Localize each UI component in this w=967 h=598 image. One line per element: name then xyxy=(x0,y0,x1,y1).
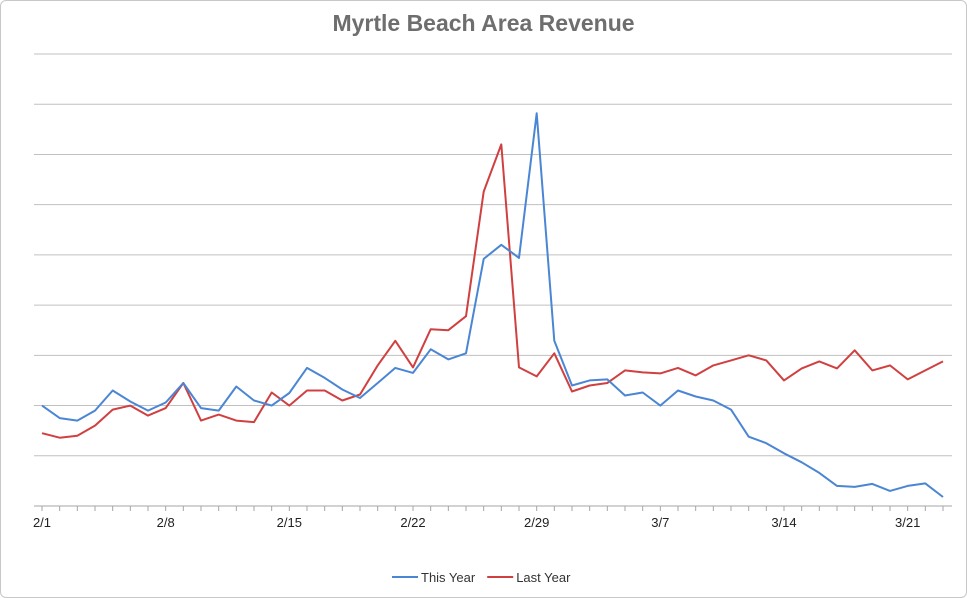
legend-label-last-year: Last Year xyxy=(516,570,571,585)
series-line-last-year xyxy=(41,143,944,439)
x-tick-label: 2/1 xyxy=(33,515,51,530)
series-line-this-year xyxy=(41,112,944,498)
x-tick-label: 2/29 xyxy=(524,515,549,530)
series-lines xyxy=(41,112,944,498)
legend-label-this-year: This Year xyxy=(421,570,476,585)
x-tick-label: 3/7 xyxy=(651,515,669,530)
chart-title: Myrtle Beach Area Revenue xyxy=(332,10,635,36)
x-tick-label: 2/22 xyxy=(400,515,425,530)
x-tick-label: 2/15 xyxy=(277,515,302,530)
x-tick-label: 3/14 xyxy=(771,515,796,530)
legend: This Year Last Year xyxy=(392,570,571,585)
x-tick-label: 2/8 xyxy=(157,515,175,530)
gridlines xyxy=(34,53,952,457)
x-tick-label: 3/21 xyxy=(895,515,920,530)
x-axis: 2/1 2/8 2/15 2/22 2/29 3/7 3/14 3/21 xyxy=(33,505,952,530)
